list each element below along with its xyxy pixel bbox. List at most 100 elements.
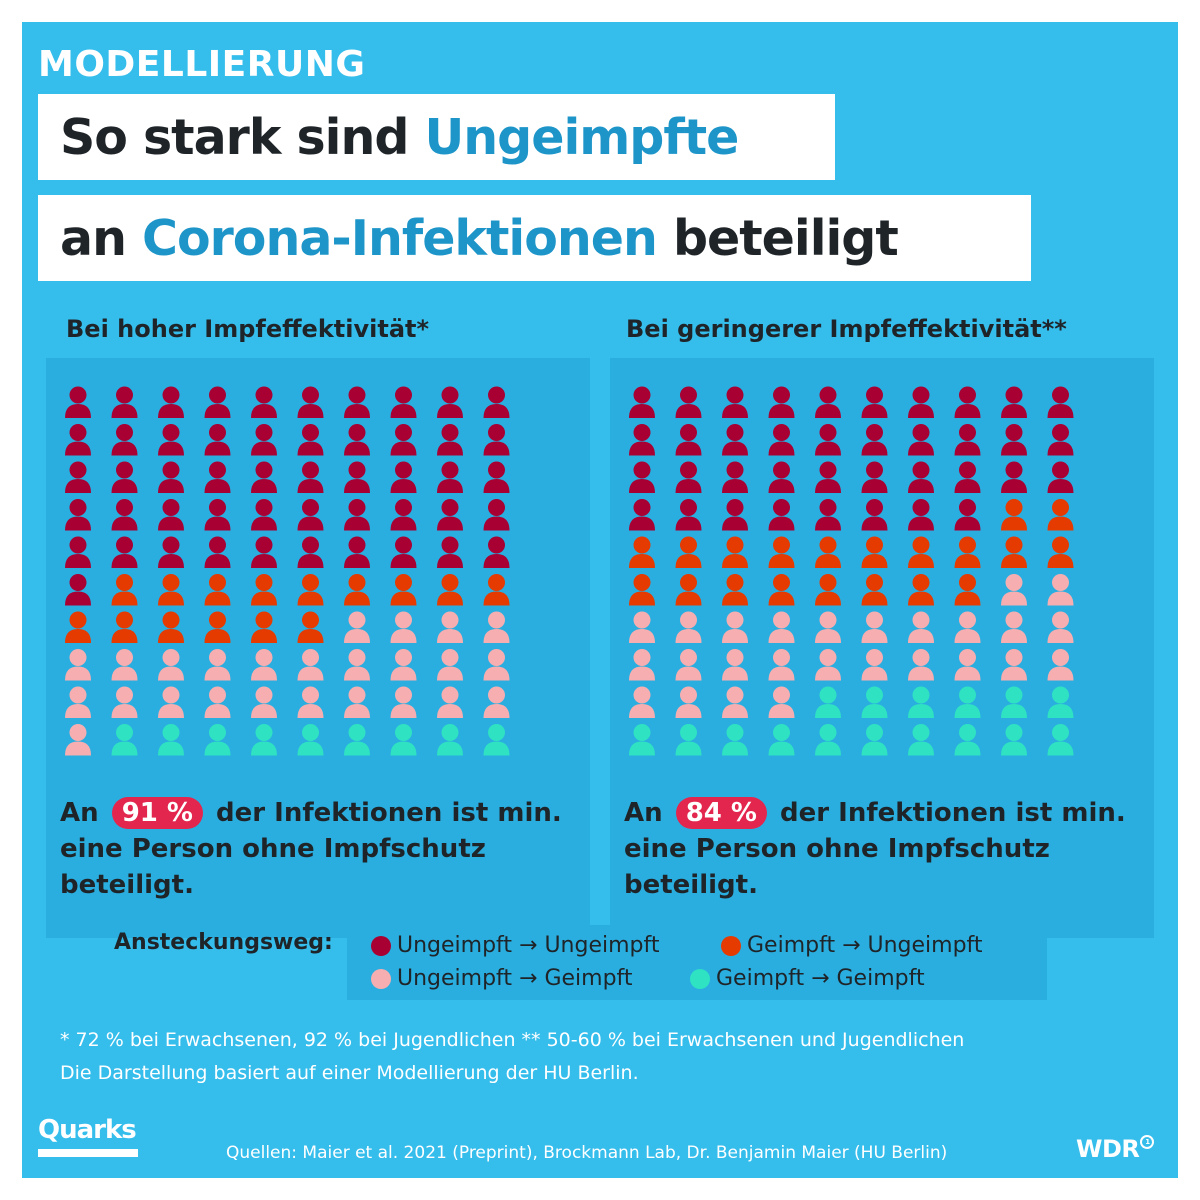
person-icon-geimpft-geimpft xyxy=(629,724,655,756)
person-icon-ungeimpft-ungeimpft xyxy=(158,461,184,493)
person-icon-ungeimpft-geimpft xyxy=(1047,574,1074,606)
person-icon-ungeimpft-geimpft xyxy=(437,686,463,718)
person-icon-ungeimpft-ungeimpft xyxy=(768,461,795,493)
person-icon-geimpft-ungeimpft xyxy=(675,574,702,606)
person-icon-ungeimpft-ungeimpft xyxy=(251,386,277,418)
person-icon-ungeimpft-ungeimpft xyxy=(437,499,463,531)
person-icon-ungeimpft-ungeimpft xyxy=(204,461,231,493)
pictogram-chart-high-efficacy xyxy=(65,386,510,756)
stat-text-before: An xyxy=(60,798,108,828)
stat-statement-high-efficacy: An 91 % der Infektionen ist min. eine Pe… xyxy=(60,795,580,903)
person-icon-ungeimpft-geimpft xyxy=(483,649,510,681)
person-icon-ungeimpft-geimpft xyxy=(954,611,981,643)
person-icon-ungeimpft-ungeimpft xyxy=(768,386,795,418)
person-icon-ungeimpft-ungeimpft xyxy=(437,386,463,418)
person-icon-ungeimpft-ungeimpft xyxy=(344,499,370,531)
person-icon-ungeimpft-geimpft xyxy=(111,686,138,718)
person-icon-ungeimpft-geimpft xyxy=(954,649,981,681)
person-icon-ungeimpft-geimpft xyxy=(344,686,370,718)
person-icon-ungeimpft-geimpft xyxy=(629,649,655,681)
person-icon-ungeimpft-geimpft xyxy=(158,649,184,681)
person-icon-geimpft-ungeimpft xyxy=(111,611,138,643)
person-icon-ungeimpft-geimpft xyxy=(861,649,888,681)
person-icon-ungeimpft-ungeimpft xyxy=(722,499,748,531)
person-icon-ungeimpft-ungeimpft xyxy=(344,424,370,456)
person-icon-geimpft-geimpft xyxy=(861,686,888,718)
person-icon-ungeimpft-ungeimpft xyxy=(908,386,934,418)
legend-item-ungeimpft-geimpft: Ungeimpft → Geimpft xyxy=(371,966,633,991)
person-icon-geimpft-geimpft xyxy=(954,686,981,718)
person-icon-geimpft-ungeimpft xyxy=(722,574,748,606)
person-icon-geimpft-ungeimpft xyxy=(908,536,934,568)
person-icon-ungeimpft-ungeimpft xyxy=(1047,461,1074,493)
person-icon-ungeimpft-ungeimpft xyxy=(861,386,888,418)
person-icon-ungeimpft-geimpft xyxy=(629,611,655,643)
person-icon-ungeimpft-ungeimpft xyxy=(954,499,981,531)
person-icon-ungeimpft-geimpft xyxy=(722,611,748,643)
person-icon-ungeimpft-ungeimpft xyxy=(483,386,510,418)
person-icon-ungeimpft-ungeimpft xyxy=(158,386,184,418)
person-icon-ungeimpft-ungeimpft xyxy=(1001,424,1027,456)
person-icon-geimpft-geimpft xyxy=(1001,724,1027,756)
legend-item-label: Ungeimpft → Geimpft xyxy=(397,966,633,991)
person-icon-ungeimpft-geimpft xyxy=(437,611,463,643)
legend-dot-icon xyxy=(690,968,710,989)
person-icon-ungeimpft-ungeimpft xyxy=(861,424,888,456)
legend-item-label: Geimpft → Ungeimpft xyxy=(747,933,983,958)
person-icon-geimpft-ungeimpft xyxy=(251,574,277,606)
person-icon-ungeimpft-ungeimpft xyxy=(297,386,324,418)
person-icon-ungeimpft-geimpft xyxy=(1047,611,1074,643)
person-icon-geimpft-geimpft xyxy=(158,724,184,756)
person-icon-ungeimpft-geimpft xyxy=(297,649,324,681)
person-icon-ungeimpft-ungeimpft xyxy=(908,499,934,531)
person-icon-ungeimpft-ungeimpft xyxy=(158,536,184,568)
person-icon-ungeimpft-ungeimpft xyxy=(815,461,841,493)
person-icon-geimpft-geimpft xyxy=(815,686,841,718)
person-icon-geimpft-geimpft xyxy=(437,724,463,756)
title-segment: So stark sind xyxy=(60,108,425,166)
person-icon-ungeimpft-ungeimpft xyxy=(204,536,231,568)
person-icon-ungeimpft-geimpft xyxy=(65,649,91,681)
person-icon-ungeimpft-ungeimpft xyxy=(65,499,91,531)
person-icon-geimpft-ungeimpft xyxy=(1001,536,1027,568)
person-icon-ungeimpft-geimpft xyxy=(297,686,324,718)
person-icon-ungeimpft-ungeimpft xyxy=(111,536,138,568)
person-icon-ungeimpft-geimpft xyxy=(675,611,702,643)
person-icon-ungeimpft-ungeimpft xyxy=(251,499,277,531)
infographic-frame: MODELLIERUNG So stark sind Ungeimpfte an… xyxy=(22,22,1178,1178)
person-icon-ungeimpft-ungeimpft xyxy=(111,461,138,493)
person-icon-ungeimpft-ungeimpft xyxy=(629,386,655,418)
person-icon-ungeimpft-geimpft xyxy=(722,686,748,718)
person-icon-geimpft-ungeimpft xyxy=(1001,499,1027,531)
person-icon-geimpft-ungeimpft xyxy=(344,574,370,606)
person-icon-ungeimpft-geimpft xyxy=(861,611,888,643)
person-icon-ungeimpft-ungeimpft xyxy=(297,499,324,531)
person-icon-ungeimpft-geimpft xyxy=(722,649,748,681)
title-segment: an xyxy=(60,209,143,267)
quarks-logo-bar xyxy=(38,1149,138,1157)
person-icon-geimpft-ungeimpft xyxy=(815,574,841,606)
person-icon-ungeimpft-ungeimpft xyxy=(861,499,888,531)
person-icon-ungeimpft-ungeimpft xyxy=(954,461,981,493)
person-icon-ungeimpft-ungeimpft xyxy=(437,424,463,456)
person-icon-geimpft-geimpft xyxy=(1001,686,1027,718)
person-icon-ungeimpft-geimpft xyxy=(390,649,417,681)
panel-heading-low-efficacy: Bei geringerer Impfeffektivität** xyxy=(626,315,1067,343)
person-icon-ungeimpft-geimpft xyxy=(768,686,795,718)
person-icon-ungeimpft-geimpft xyxy=(251,649,277,681)
percent-badge: 84 % xyxy=(675,797,767,829)
person-icon-geimpft-geimpft xyxy=(908,724,934,756)
stat-text-after: der Infektionen ist min. eine Person ohn… xyxy=(624,798,1126,900)
percent-badge: 91 % xyxy=(111,797,203,829)
person-icon-ungeimpft-ungeimpft xyxy=(1047,386,1074,418)
person-icon-geimpft-geimpft xyxy=(1047,686,1074,718)
legend-item-geimpft-ungeimpft: Geimpft → Ungeimpft xyxy=(721,933,983,958)
person-icon-ungeimpft-geimpft xyxy=(65,724,91,756)
person-icon-ungeimpft-ungeimpft xyxy=(65,536,91,568)
person-icon-geimpft-ungeimpft xyxy=(204,611,231,643)
person-icon-ungeimpft-geimpft xyxy=(1001,574,1027,606)
person-icon-ungeimpft-ungeimpft xyxy=(390,386,417,418)
legend-item-label: Geimpft → Geimpft xyxy=(716,966,925,991)
person-icon-ungeimpft-ungeimpft xyxy=(204,386,231,418)
person-icon-geimpft-geimpft xyxy=(483,724,510,756)
